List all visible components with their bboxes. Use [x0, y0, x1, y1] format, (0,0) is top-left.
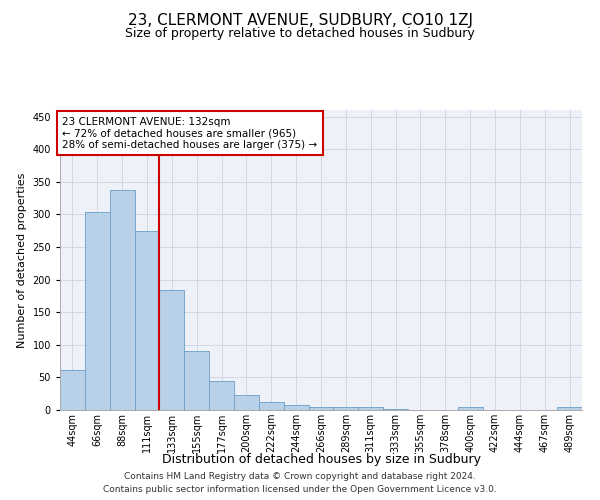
Bar — [308, 408, 334, 410]
Text: 23 CLERMONT AVENUE: 132sqm
← 72% of detached houses are smaller (965)
28% of sem: 23 CLERMONT AVENUE: 132sqm ← 72% of deta… — [62, 116, 317, 150]
Bar — [334, 406, 358, 410]
Text: Size of property relative to detached houses in Sudbury: Size of property relative to detached ho… — [125, 28, 475, 40]
Text: Contains HM Land Registry data © Crown copyright and database right 2024.: Contains HM Land Registry data © Crown c… — [124, 472, 476, 481]
Bar — [60, 370, 85, 410]
Bar — [383, 408, 408, 410]
Bar — [284, 406, 308, 410]
Text: Contains public sector information licensed under the Open Government Licence v3: Contains public sector information licen… — [103, 485, 497, 494]
Bar — [259, 402, 284, 410]
Bar — [458, 408, 482, 410]
Text: Distribution of detached houses by size in Sudbury: Distribution of detached houses by size … — [161, 452, 481, 466]
Bar — [209, 380, 234, 410]
Bar — [160, 290, 184, 410]
Bar — [358, 408, 383, 410]
Text: 23, CLERMONT AVENUE, SUDBURY, CO10 1ZJ: 23, CLERMONT AVENUE, SUDBURY, CO10 1ZJ — [128, 12, 473, 28]
Bar — [557, 408, 582, 410]
Bar — [134, 230, 160, 410]
Y-axis label: Number of detached properties: Number of detached properties — [17, 172, 27, 348]
Bar — [110, 190, 134, 410]
Bar — [234, 395, 259, 410]
Bar — [184, 352, 209, 410]
Bar — [85, 212, 110, 410]
